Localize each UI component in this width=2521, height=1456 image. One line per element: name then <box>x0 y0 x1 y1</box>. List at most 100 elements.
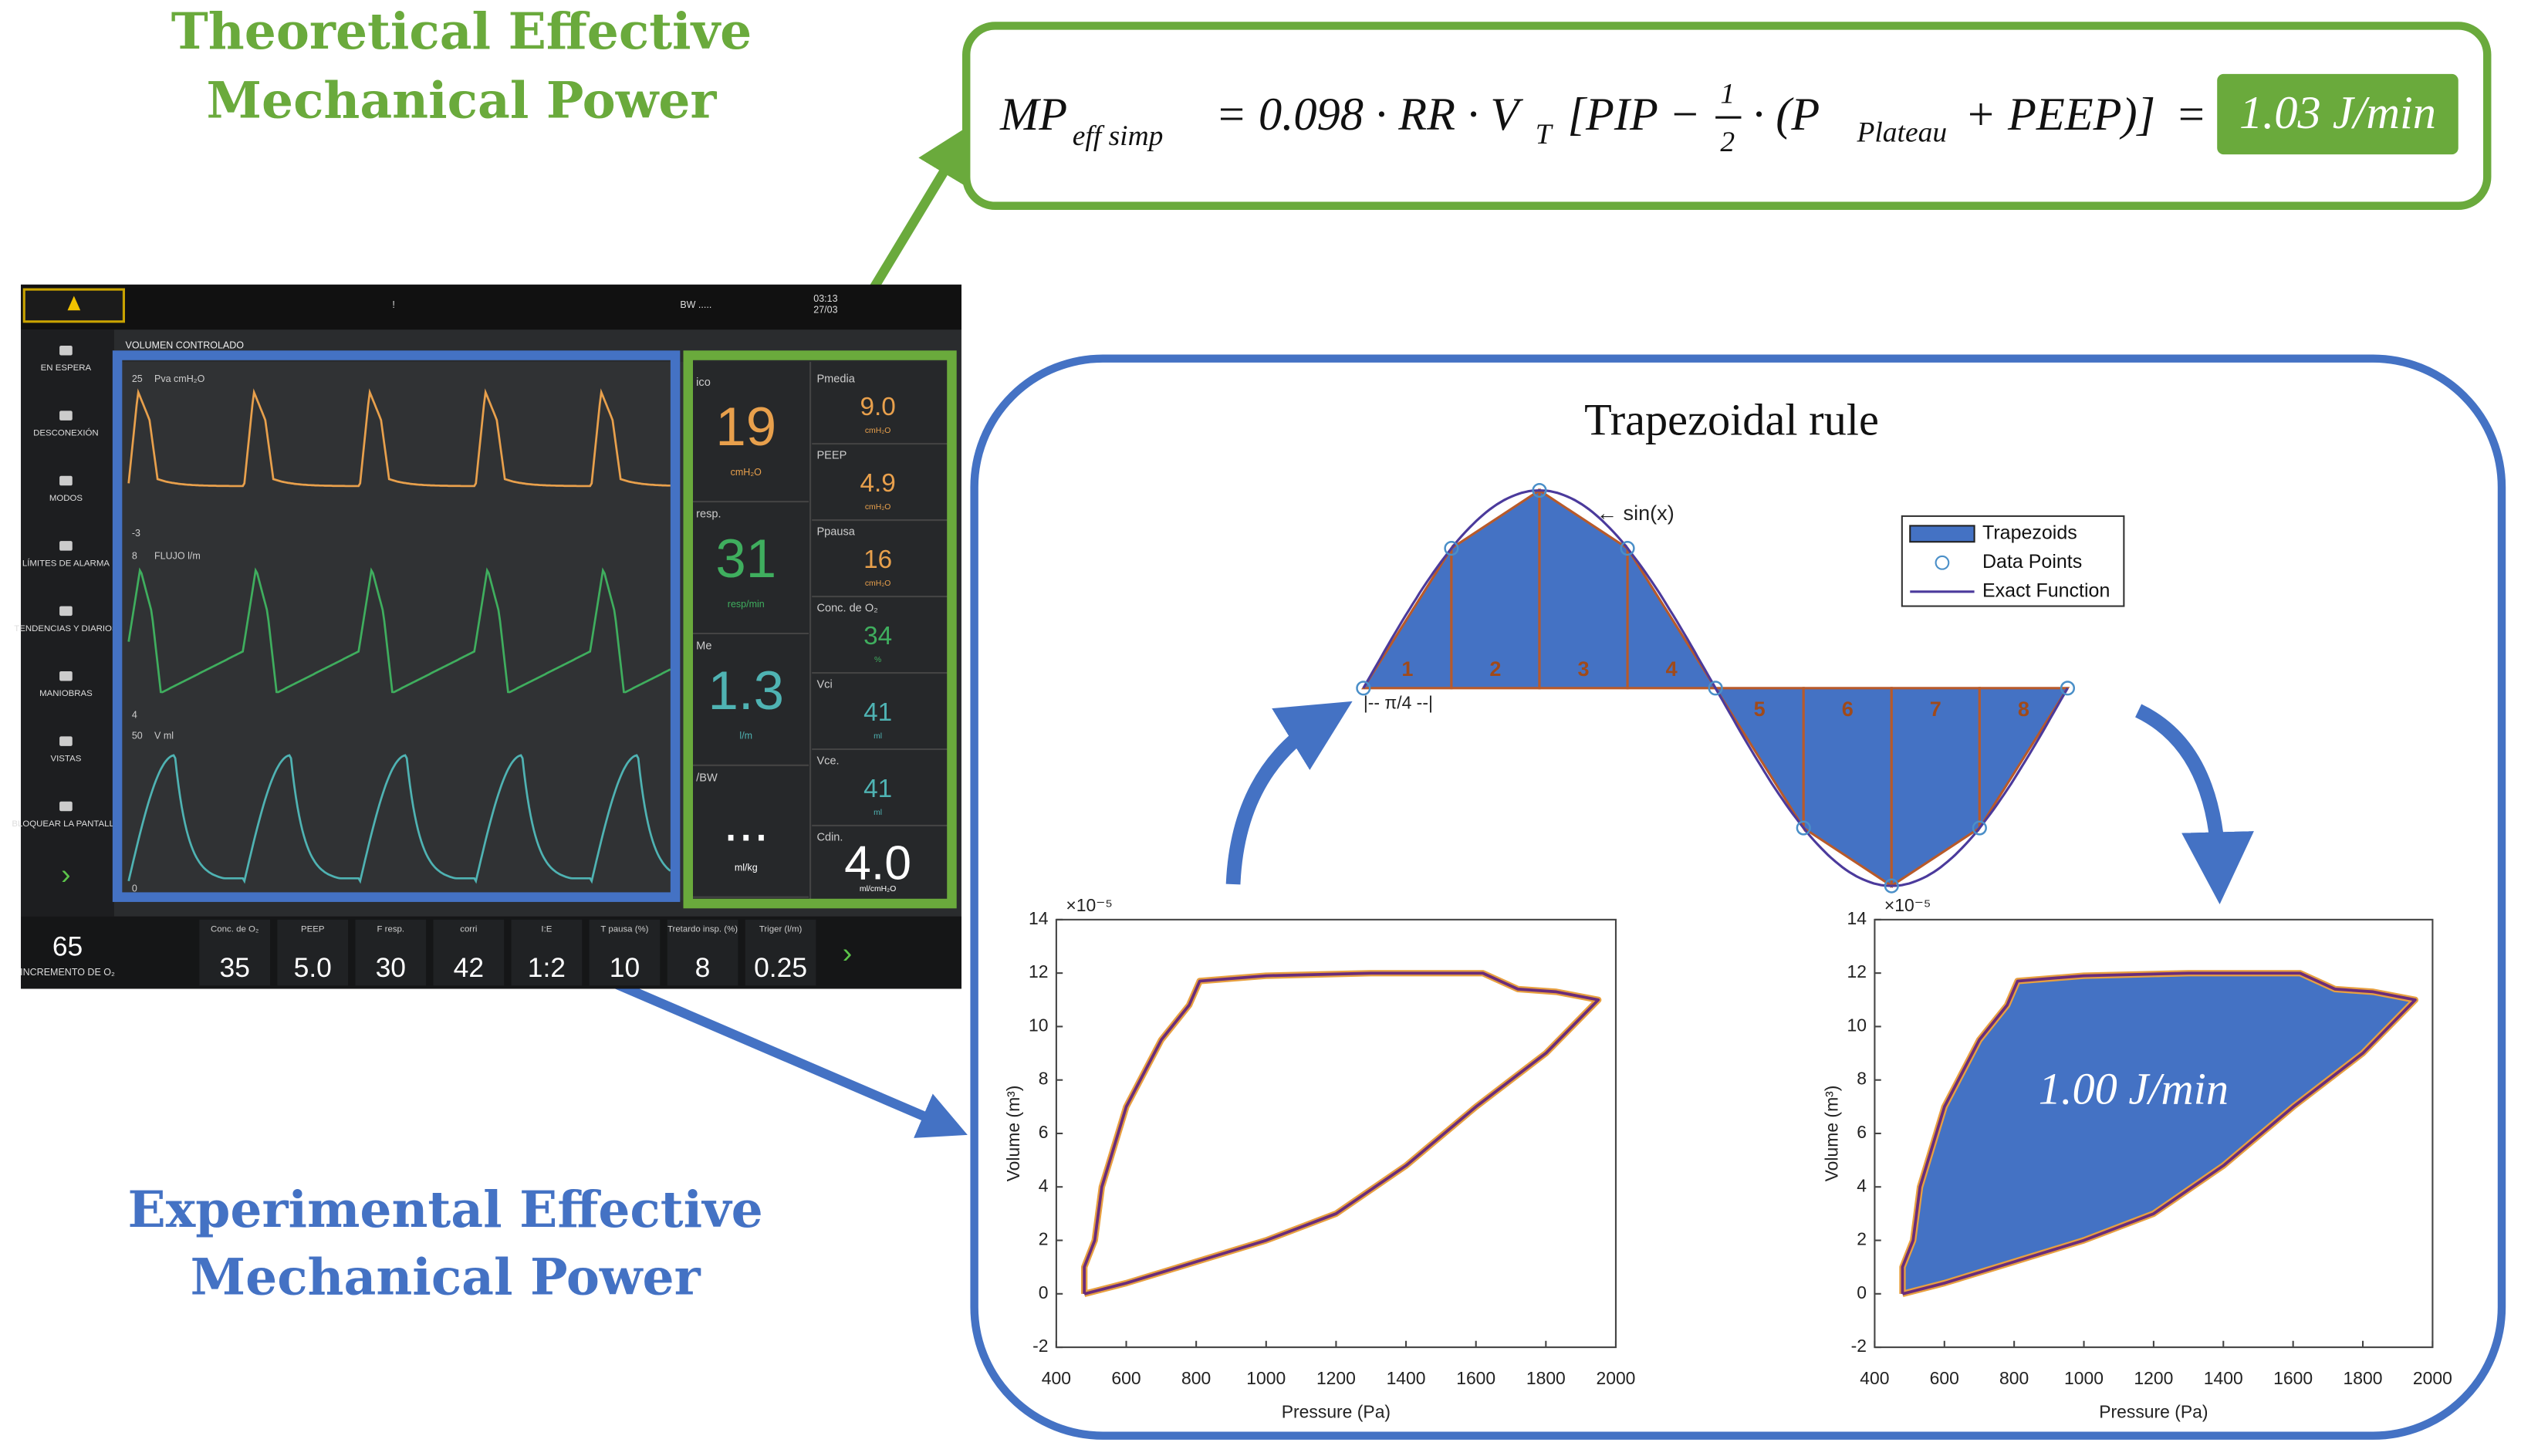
setting-label: Conc. de O₂ <box>211 924 259 934</box>
readout-label: Vci <box>816 679 832 691</box>
setting-button <box>433 919 505 986</box>
formula: 1 <box>1720 79 1735 110</box>
setting-button <box>199 919 271 986</box>
side-label: VISTAS <box>51 755 82 764</box>
x-tick-label: 2000 <box>2413 1368 2452 1388</box>
readout-value: 4.0 <box>844 836 911 890</box>
formula-result: 1.03 J/min <box>2239 87 2436 139</box>
y-tick-label: 4 <box>1857 1175 1867 1195</box>
sidebar <box>21 329 114 917</box>
formula-box <box>962 22 2492 210</box>
loop-area <box>1902 973 2415 1294</box>
wave-label: V ml <box>154 731 174 742</box>
readout-label: /BW <box>696 772 718 784</box>
data-point <box>1444 541 1459 556</box>
x-tick-label: 1200 <box>2134 1368 2173 1388</box>
trap-label: 4 <box>1666 657 1678 681</box>
trap-label: 6 <box>1842 697 1854 721</box>
y-tick-label: 8 <box>1039 1069 1049 1089</box>
readout-label: Me <box>696 640 711 652</box>
formula: = 0.098 · RR · V <box>1215 89 1523 140</box>
wave-scale: 25 <box>132 373 143 384</box>
y-tick-label: 10 <box>1847 1015 1867 1035</box>
trap-label: 7 <box>1930 697 1941 721</box>
formula: Plateau <box>1856 117 1947 149</box>
exact-function <box>1362 488 2069 887</box>
readout-label: Cdin. <box>816 831 843 843</box>
side-icon <box>59 801 73 812</box>
curved-arrow <box>2134 704 2254 905</box>
readout-label: Pmedia <box>816 373 855 386</box>
setting-value: 8 <box>695 952 711 983</box>
readout-unit: cmH₂O <box>731 467 762 478</box>
readout-unit: l/m <box>739 731 752 742</box>
formula: MP <box>999 89 1067 140</box>
wave-area <box>116 361 687 900</box>
setting-label: T pausa (%) <box>600 924 648 934</box>
data-point <box>1972 820 1987 836</box>
setting-label: F resp. <box>377 924 405 934</box>
wave-scale: 4 <box>132 710 137 721</box>
waveform <box>127 567 671 694</box>
side-icon <box>59 475 73 486</box>
y-axis-label: Volume (m³) <box>1003 1086 1023 1182</box>
setting-label: PEEP <box>301 924 325 934</box>
readout-unit: ml/kg <box>735 862 758 873</box>
x-tick-label: 600 <box>1111 1368 1141 1388</box>
trap-title: Trapezoidal rule <box>1584 395 1879 445</box>
chevron: › <box>61 858 71 890</box>
setting-button <box>667 919 738 986</box>
loop-outline <box>1901 971 2417 1296</box>
bell-icon <box>67 296 81 311</box>
readout-unit: resp/min <box>728 599 765 610</box>
data-point <box>1884 878 1899 894</box>
y-tick-label: 6 <box>1857 1122 1867 1142</box>
trap-label: 5 <box>1754 697 1766 721</box>
setting-value: 35 <box>220 952 250 983</box>
readout-value: 19 <box>715 397 776 458</box>
x-tick-label: 400 <box>1860 1368 1889 1388</box>
readout-value: 31 <box>715 529 776 589</box>
readout-label: PEEP <box>816 450 847 462</box>
y-tick-label: 0 <box>1039 1282 1049 1302</box>
x-tick-label: 1800 <box>1526 1368 1566 1388</box>
title-line: Mechanical Power <box>207 72 718 130</box>
x-tick-label: 1600 <box>1456 1368 1495 1388</box>
wave-scale: 8 <box>132 550 137 561</box>
energy-annotation: 1.00 J/min <box>2039 1063 2229 1113</box>
title-line: Mechanical Power <box>191 1248 701 1307</box>
wave-label: FLUJO l/m <box>154 550 201 561</box>
plot-area <box>1055 918 1617 1349</box>
x-axis-label: Pressure (Pa) <box>1282 1402 1391 1422</box>
readout-unit: cmH₂O <box>865 579 891 588</box>
readout-value: 16 <box>863 546 892 574</box>
y-tick-label: 10 <box>1029 1015 1048 1035</box>
setting-button <box>511 919 583 986</box>
readout-unit: % <box>874 656 881 664</box>
setting-label: Tretardo insp. (%) <box>667 924 738 934</box>
y-tick-label: -2 <box>1032 1336 1048 1356</box>
wave-label: Pva cmH₂O <box>154 373 205 384</box>
readout-unit: ml <box>874 732 882 741</box>
side-label: LÍMITES DE ALARMA <box>22 558 110 568</box>
side-label: BLOQUEAR LA PANTALLA <box>12 819 120 829</box>
legend-swatch <box>1935 555 1950 570</box>
side-label: MODOS <box>49 494 83 503</box>
y-tick-label: 14 <box>1847 908 1867 928</box>
readout-value: 41 <box>863 698 892 727</box>
side-icon <box>59 541 73 551</box>
readout-label: resp. <box>696 508 721 521</box>
formula: [PIP − <box>1567 89 1700 140</box>
y-tick-label: -2 <box>1851 1336 1867 1356</box>
wave-scale: 50 <box>132 731 143 742</box>
setting-button <box>355 919 427 986</box>
trapezoid <box>1978 687 2070 833</box>
time: 03:13 <box>813 293 837 304</box>
readout-area <box>691 361 952 900</box>
data-point <box>1796 820 1811 836</box>
x-tick-label: 1400 <box>1387 1368 1426 1388</box>
y-tick-label: 12 <box>1847 961 1867 981</box>
formula: T <box>1536 119 1554 150</box>
readout-label: Conc. de O₂ <box>816 603 877 615</box>
